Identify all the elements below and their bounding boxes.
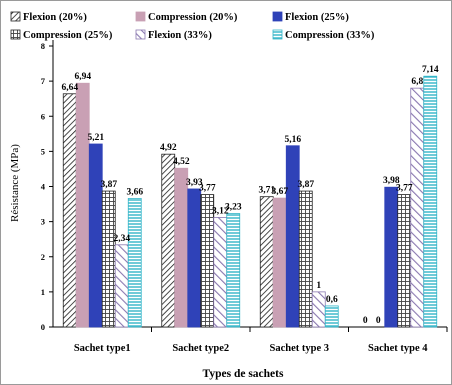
legend-item-compression-20: Compression (20%) (135, 11, 238, 23)
y-tick-label: 3 (41, 217, 45, 227)
data-label: 0,6 (326, 295, 338, 305)
data-label: 5,21 (87, 133, 104, 143)
legend-label: Flexion (33%) (148, 30, 212, 41)
y-tick-label: 8 (41, 41, 45, 51)
x-tick-label: Sachet type2 (172, 343, 229, 354)
legend: Flexion (20%) Compression (20%) Flexion (2… (10, 11, 375, 41)
x-axis-title: Types de sachets (203, 368, 284, 380)
y-axis-title: Résistance (MPa) (9, 144, 21, 222)
y-tick-label: 7 (41, 76, 46, 86)
data-label: 3,71 (258, 186, 275, 196)
data-label: 6,8 (411, 77, 423, 87)
legend-item-flexion-20: Flexion (20%) (10, 11, 87, 23)
bar-compression-20-sachet-type-3 (272, 197, 287, 328)
legend-item-compression-33: Compression (33%) (272, 29, 375, 41)
legend-label: Compression (20%) (148, 12, 238, 23)
data-label: 0 (376, 316, 381, 326)
bar-flexion-25-sachet-type1 (88, 143, 103, 328)
legend-swatch (135, 29, 146, 40)
legend-item-compression-25: Compression (25%) (10, 29, 113, 41)
bar-compression-25-sachet-type-3 (298, 190, 313, 328)
legend-label: Flexion (20%) (23, 12, 87, 23)
bar-flexion-25-sachet-type-4 (384, 186, 399, 328)
bar-compression-20-sachet-type2 (174, 167, 189, 328)
y-tick-label: 1 (41, 287, 45, 297)
data-label: 3,87 (100, 180, 117, 190)
bar-flexion-25-sachet-type2 (187, 188, 202, 328)
data-label: 3,77 (199, 184, 216, 194)
bar-compression-25-sachet-type1 (101, 190, 116, 328)
bar-flexion-20-sachet-type2 (161, 153, 176, 328)
legend-swatch (272, 11, 283, 22)
legend-label: Compression (33%) (285, 30, 375, 41)
data-label: 5,16 (284, 135, 301, 145)
y-tick-label: 5 (41, 146, 45, 156)
bar-compression-33-sachet-type1 (127, 198, 142, 328)
data-label: 7,14 (422, 65, 439, 75)
legend-swatch (272, 29, 283, 40)
data-label: 3,23 (225, 203, 242, 213)
legend-label: Compression (25%) (23, 30, 113, 41)
data-label: 3,12 (212, 206, 229, 216)
bar-compression-20-sachet-type1 (75, 82, 90, 328)
x-tick-label: Sachet type1 (74, 343, 131, 354)
data-label: 3,77 (396, 184, 413, 194)
legend-item-flexion-33: Flexion (33%) (135, 29, 212, 41)
bar-flexion-33-sachet-type-3 (311, 291, 326, 328)
bar-compression-25-sachet-type-4 (397, 194, 412, 328)
bar-compression-33-sachet-type2 (226, 213, 241, 328)
x-tick-label: Sachet type 3 (270, 343, 330, 354)
bar-compression-33-sachet-type-4 (423, 75, 438, 328)
bar-compression-33-sachet-type-3 (324, 305, 339, 328)
bar-flexion-33-sachet-type2 (213, 217, 228, 328)
data-label: 6,64 (61, 83, 78, 93)
bars (62, 75, 438, 328)
legend-swatch (10, 11, 21, 22)
data-label: 3,93 (186, 178, 203, 188)
bar-flexion-33-sachet-type-4 (410, 87, 425, 328)
data-label: 3,87 (297, 180, 314, 190)
bar-flexion-33-sachet-type1 (114, 244, 129, 328)
data-label: 4,52 (173, 157, 190, 167)
y-tick-label: 0 (41, 322, 45, 332)
data-label: 3,67 (271, 187, 288, 197)
data-label: 3,98 (383, 176, 400, 186)
x-tick-label: Sachet type 4 (368, 343, 428, 354)
legend-swatch (135, 11, 146, 22)
data-labels: 6,646,945,213,872,343,664,924,523,933,77… (61, 65, 438, 326)
legend-swatch (10, 29, 21, 40)
y-tick-label: 4 (41, 182, 46, 192)
data-label: 1 (316, 281, 321, 291)
legend-label: Flexion (25%) (285, 12, 349, 23)
data-label: 2,34 (113, 234, 130, 244)
y-tick-label: 2 (41, 252, 45, 262)
data-label: 6,94 (74, 72, 91, 82)
data-label: 3,66 (126, 187, 143, 197)
bar-flexion-20-sachet-type-3 (259, 196, 274, 328)
legend-item-flexion-25: Flexion (25%) (272, 11, 349, 23)
data-label: 0 (363, 316, 368, 326)
y-tick-label: 6 (41, 111, 45, 121)
bar-flexion-20-sachet-type1 (62, 93, 77, 328)
data-label: 4,92 (160, 143, 177, 153)
bar-flexion-25-sachet-type-3 (285, 145, 300, 328)
